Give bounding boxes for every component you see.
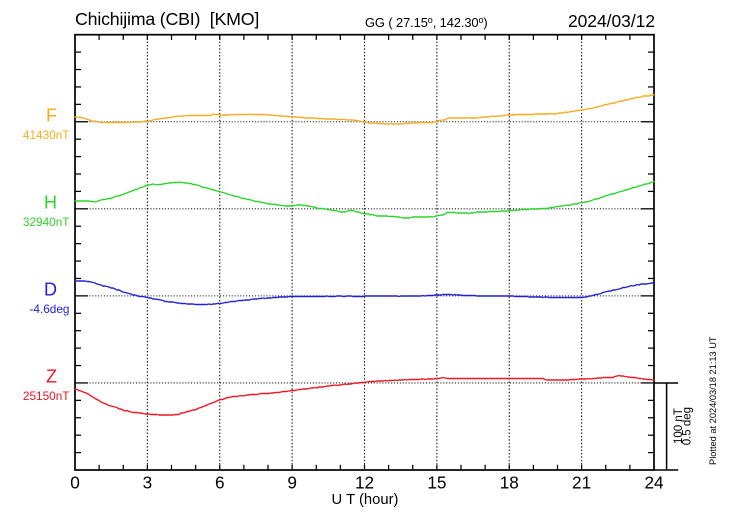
svg-text:Chichijima (CBI) [KMO]: Chichijima (CBI) [KMO] — [75, 9, 259, 29]
svg-text:0.5 deg: 0.5 deg — [682, 407, 694, 445]
svg-text:0: 0 — [70, 473, 80, 493]
svg-text:12: 12 — [355, 473, 374, 493]
svg-text:24: 24 — [644, 473, 664, 493]
svg-text:21: 21 — [572, 473, 591, 493]
svg-text:3: 3 — [143, 473, 153, 493]
svg-text:41430nT: 41430nT — [23, 128, 70, 142]
svg-text:D: D — [44, 280, 57, 300]
svg-text:-4.6deg: -4.6deg — [29, 302, 69, 316]
svg-text:15: 15 — [427, 473, 446, 493]
svg-text:9: 9 — [287, 473, 297, 493]
svg-text:18: 18 — [500, 473, 519, 493]
svg-text:2024/03/12: 2024/03/12 — [568, 11, 655, 31]
svg-text:100 nT: 100 nT — [673, 408, 685, 444]
svg-text:Plotted at 2024/03/18 21:13 UT: Plotted at 2024/03/18 21:13 UT — [708, 336, 718, 465]
svg-text:32940nT: 32940nT — [23, 215, 70, 229]
svg-text:6: 6 — [215, 473, 225, 493]
svg-text:Z: Z — [46, 367, 57, 387]
svg-text:GG ( 27.15o, 142.30o): GG ( 27.15o, 142.30o) — [365, 15, 488, 30]
svg-text:H: H — [44, 192, 57, 212]
svg-text:25150nT: 25150nT — [23, 389, 70, 403]
svg-text:F: F — [46, 105, 57, 125]
svg-text:U T (hour): U T (hour) — [332, 492, 399, 508]
